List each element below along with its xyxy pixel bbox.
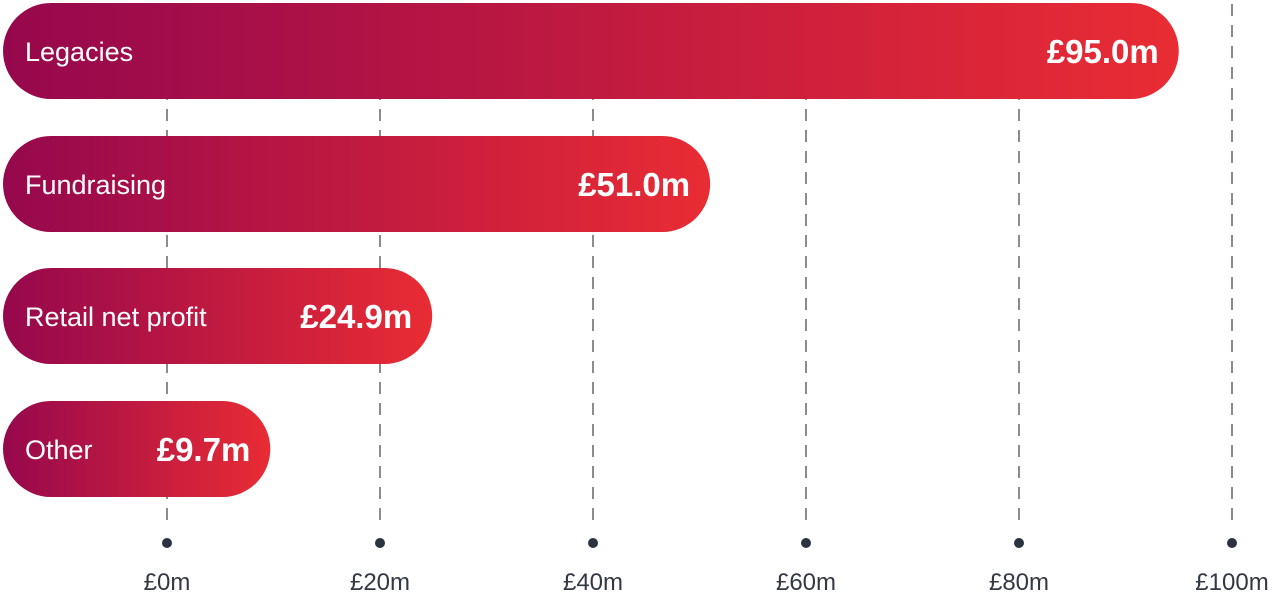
category-label: Fundraising: [25, 170, 166, 200]
tick-label: £40m: [563, 569, 623, 596]
tick-label: £100m: [1195, 569, 1268, 596]
category-label: Other: [25, 435, 93, 465]
tick-dot-0: [162, 538, 172, 548]
tick-label: £20m: [350, 569, 410, 596]
tick-dot-40: [588, 538, 598, 548]
tick-dot-20: [375, 538, 385, 548]
category-label: Retail net profit: [25, 302, 207, 332]
tick-dot-100: [1227, 538, 1237, 548]
tick-label: £80m: [989, 569, 1049, 596]
bar-legacies: [3, 3, 1179, 99]
value-label: £95.0m: [1047, 33, 1159, 70]
tick-dot-80: [1014, 538, 1024, 548]
tick-label: £0m: [144, 569, 191, 596]
bars: Legacies £95.0m Fundraising £51.0m Retail ne…: [3, 3, 1179, 497]
value-label: £51.0m: [578, 166, 690, 203]
value-label: £9.7m: [157, 431, 251, 468]
tick-label: £60m: [776, 569, 836, 596]
x-axis: £0m £20m £40m £60m £80m £100m: [144, 538, 1269, 596]
value-label: £24.9m: [300, 298, 412, 335]
category-label: Legacies: [25, 37, 133, 67]
tick-dot-60: [801, 538, 811, 548]
